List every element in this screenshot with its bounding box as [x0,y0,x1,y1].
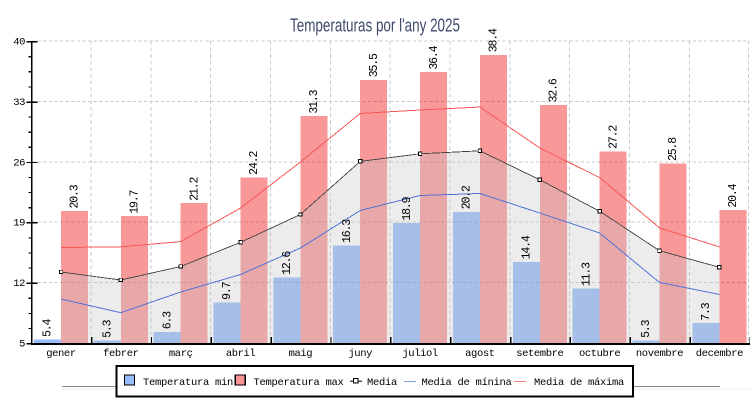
svg-text:octubre: octubre [579,348,620,360]
svg-text:agost: agost [465,348,495,360]
svg-text:març: març [169,348,193,360]
svg-text:14.4: 14.4 [521,235,534,259]
svg-text:febrer: febrer [103,348,139,360]
svg-text:26: 26 [13,157,25,169]
svg-text:11.3: 11.3 [580,262,593,286]
svg-text:abril: abril [226,348,256,360]
svg-text:25.8: 25.8 [667,137,680,161]
svg-text:20.2: 20.2 [461,185,474,209]
svg-text:setembre: setembre [516,348,563,360]
svg-text:5.3: 5.3 [102,319,115,338]
svg-text:Media: Media [367,377,397,389]
svg-text:32.6: 32.6 [548,78,561,102]
svg-text:33: 33 [13,97,25,109]
svg-text:16.3: 16.3 [341,219,354,243]
svg-text:Media de mínina: Media de mínina [422,377,512,389]
svg-text:24.2: 24.2 [248,151,261,175]
svg-text:19.7: 19.7 [129,190,142,213]
svg-text:juliol: juliol [402,348,438,360]
svg-text:Temperatura min: Temperatura min [143,377,233,389]
svg-text:40: 40 [13,37,25,49]
svg-text:38.4: 38.4 [488,28,501,52]
svg-text:20.3: 20.3 [69,184,82,208]
svg-text:35.5: 35.5 [368,53,381,77]
svg-text:gener: gener [46,348,76,360]
svg-text:31.3: 31.3 [308,89,321,113]
svg-text:Temperaturas por l'any 2025: Temperaturas por l'any 2025 [290,16,460,36]
svg-text:novembre: novembre [636,348,683,360]
svg-text:Temperatura max: Temperatura max [254,377,344,389]
svg-text:18.9: 18.9 [401,196,414,220]
svg-text:19: 19 [13,218,25,230]
svg-text:juny: juny [348,348,372,360]
svg-text:27.2: 27.2 [607,125,620,149]
svg-text:5.4: 5.4 [42,318,55,337]
svg-text:20.4: 20.4 [727,183,740,207]
svg-text:5.3: 5.3 [640,319,653,338]
svg-text:decembre: decembre [696,348,743,360]
svg-text:36.4: 36.4 [428,45,441,69]
svg-text:7.3: 7.3 [700,302,713,321]
svg-text:21.2: 21.2 [188,176,201,200]
svg-text:Media de máxima: Media de máxima [534,377,624,389]
svg-text:12: 12 [13,278,25,290]
svg-text:6.3: 6.3 [161,311,174,330]
svg-text:12.6: 12.6 [281,251,294,275]
svg-text:maig: maig [289,348,313,360]
svg-text:9.7: 9.7 [221,282,234,300]
svg-text:5: 5 [19,339,25,351]
